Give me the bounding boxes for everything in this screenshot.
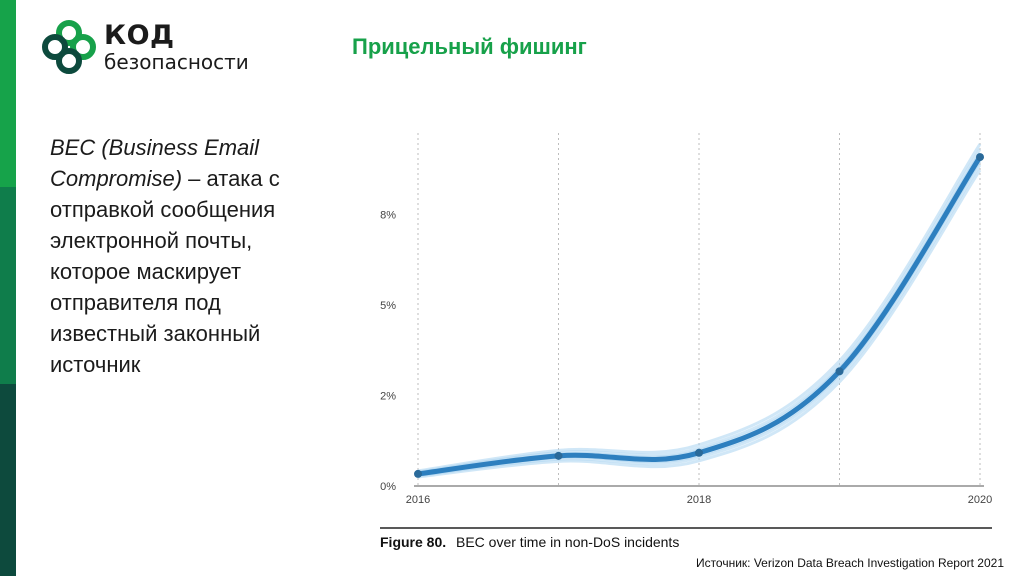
data-point-2020 [976,153,984,162]
bec-line-chart: 0% 2% 5% 8% 2016 2018 2020 Figure 80. BEC over… [380,133,992,550]
figure-caption: BEC over time in non-DoS incidents [456,534,679,550]
company-logo: КОД безопасности [40,18,280,78]
series-line-main [415,154,983,477]
left-stripe-top [0,0,16,187]
y-tick-label-2: 5% [380,300,396,312]
y-tick-label-0: 0% [380,481,396,493]
grid-lines [417,133,981,486]
x-tick-label-2018: 2018 [687,494,711,506]
y-tick-label-1: 2% [380,390,396,402]
data-point-2017 [554,451,563,460]
band-line-5 [417,169,982,479]
logo-knot-icon [42,20,96,74]
logo-word-sub: безопасности [104,50,249,74]
definition-term: BEC (Business Email Compromise) [50,135,260,191]
figure-number: Figure 80. [380,534,446,550]
slide-title: Прицельный фишинг [352,34,587,59]
data-point-2016 [414,469,422,478]
tick-labels: 0% 2% 5% 8% 2016 2018 2020 [380,209,992,506]
x-tick-label-2020: 2020 [968,494,992,506]
data-points [414,153,984,478]
source-note: Источник: Verizon Data Breach Investigat… [695,556,1004,570]
x-tick-label-2016: 2016 [406,494,430,506]
data-point-2018 [695,448,703,457]
definition-body: – атака с отправкой сообщения электронно… [50,166,280,377]
logo-word-main: КОД [104,20,175,51]
left-stripe-bottom [0,384,16,576]
left-stripe-middle [0,187,16,384]
y-tick-label-3: 8% [380,209,396,221]
band-line-4 [417,164,982,478]
band-line-1 [417,148,982,474]
series-lines [415,154,983,477]
definition-text: BEC (Business Email Compromise) – атака … [50,132,320,380]
band-line-0 [417,143,982,473]
data-point-2019 [835,367,844,376]
